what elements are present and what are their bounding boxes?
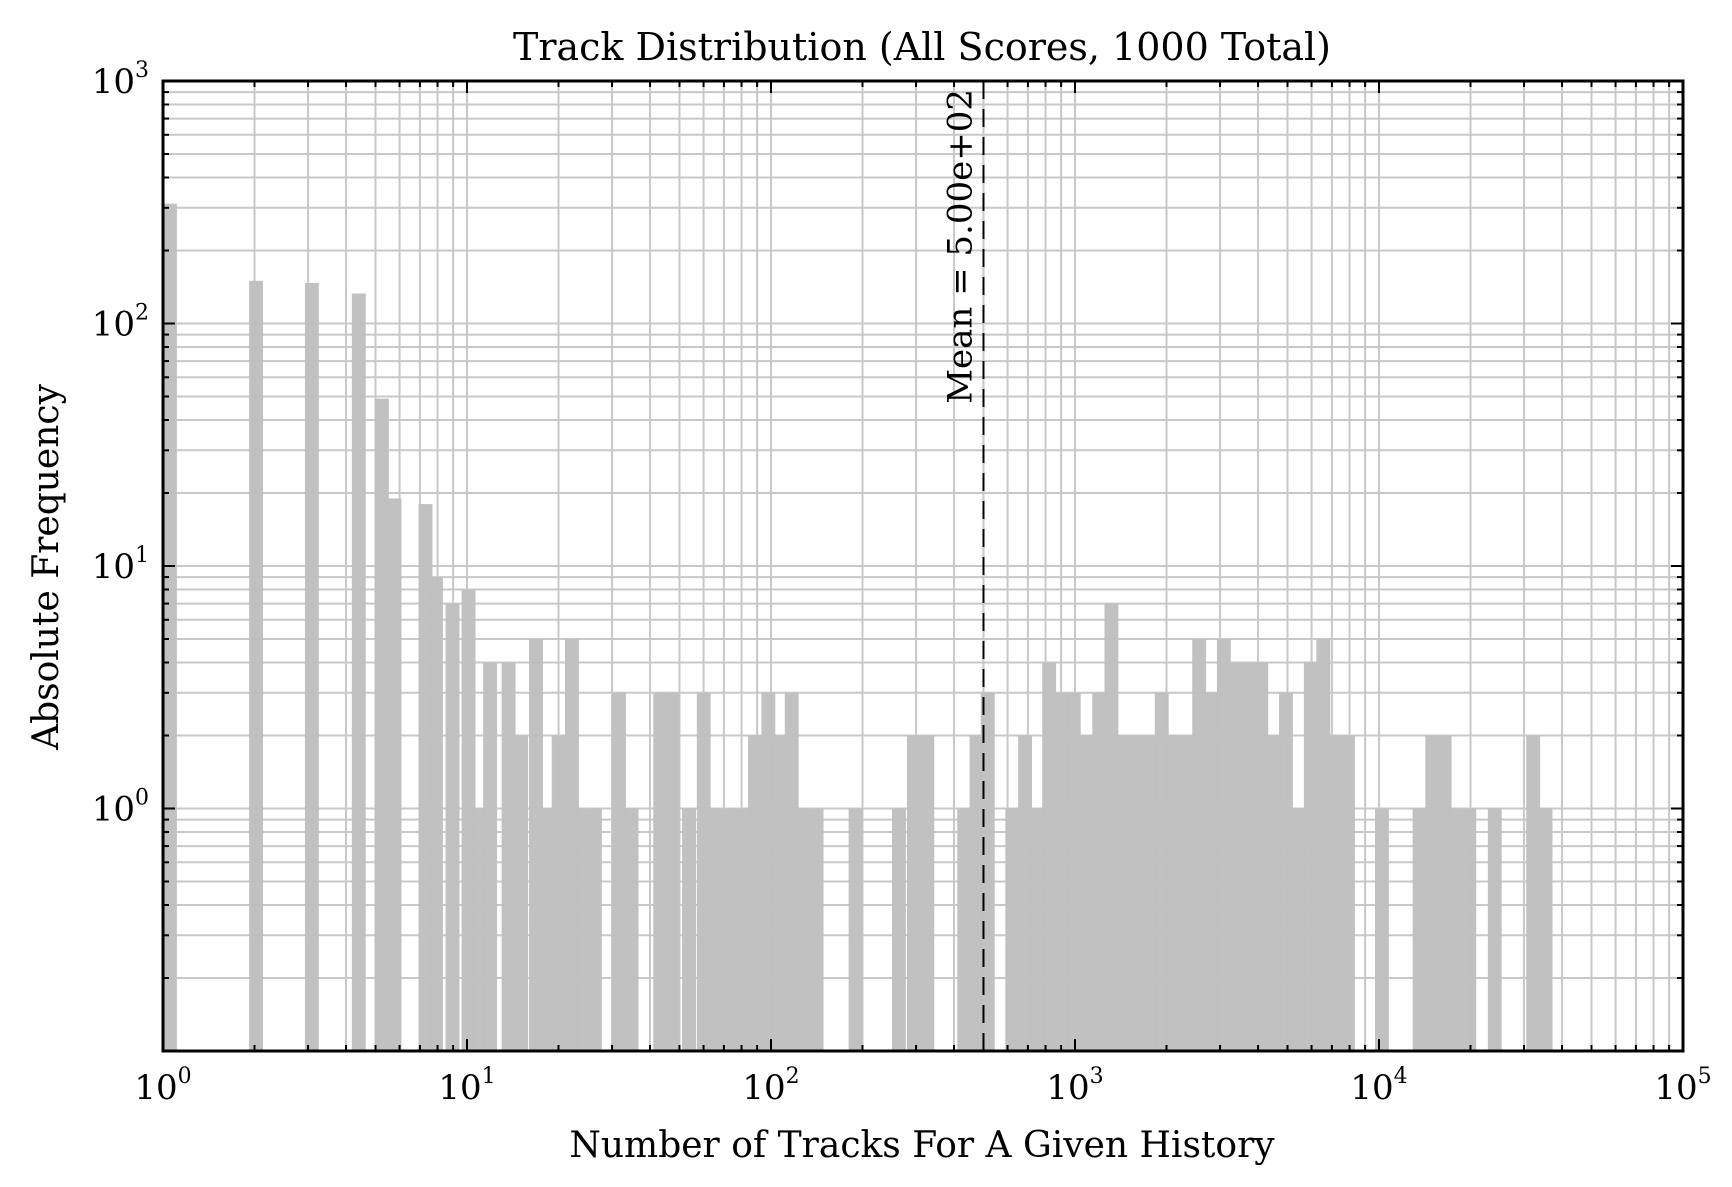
histogram-bar <box>1462 808 1477 1051</box>
histogram-bar <box>1241 662 1256 1051</box>
histogram-bar <box>163 203 177 1052</box>
histogram-bar <box>809 808 824 1051</box>
histogram-bar <box>501 662 516 1051</box>
histogram-bar <box>1526 735 1541 1051</box>
y-tick-label: 100 <box>92 786 149 830</box>
histogram-bar <box>1425 735 1440 1051</box>
histogram-bar <box>351 293 366 1052</box>
histogram-bar <box>483 662 498 1051</box>
histogram-bar <box>374 398 389 1051</box>
histogram-bar <box>709 808 724 1051</box>
histogram-bar <box>1437 735 1452 1051</box>
histogram-bar <box>1080 735 1095 1051</box>
histogram-bar <box>445 603 460 1051</box>
chart-title: Track Distribution (All Scores, 1000 Tot… <box>513 25 1331 69</box>
histogram-bar <box>1167 735 1182 1051</box>
histogram-bar <box>747 735 762 1051</box>
histogram-bar <box>1303 662 1318 1051</box>
histogram-bar <box>461 589 476 1051</box>
histogram-bar <box>723 808 738 1051</box>
histogram-bar <box>418 504 433 1051</box>
mean-line-group: Mean = 5.00e+02 <box>940 81 985 1051</box>
x-axis-label: Number of Tracks For A Given History <box>569 1125 1275 1166</box>
histogram-bar <box>736 808 751 1051</box>
histogram-bar <box>612 692 626 1051</box>
histogram-bar <box>1254 662 1269 1051</box>
histogram-bar <box>387 498 402 1052</box>
histogram-bar <box>1192 638 1207 1051</box>
histogram-bar <box>797 808 812 1051</box>
histogram-bar <box>653 692 668 1051</box>
histogram-bar <box>1374 808 1389 1051</box>
histogram-bar <box>1154 692 1169 1051</box>
histogram-bar <box>920 735 935 1051</box>
x-tick-label: 100 <box>134 1064 191 1108</box>
histogram-bar <box>1487 808 1502 1051</box>
histogram-bar <box>1142 735 1157 1051</box>
histogram-bar <box>1066 692 1081 1051</box>
histogram-bar <box>1279 692 1293 1051</box>
histogram-bar <box>575 808 590 1051</box>
histogram-bar <box>1005 808 1020 1051</box>
histogram-bar <box>906 735 921 1051</box>
histogram-bar <box>772 735 787 1051</box>
histogram-bar <box>1412 808 1427 1051</box>
x-tick-label: 102 <box>742 1064 799 1108</box>
x-tick-label: 105 <box>1654 1064 1711 1108</box>
histogram-bar <box>682 808 696 1051</box>
histogram-bar <box>1229 662 1244 1051</box>
histogram-bar <box>540 808 555 1051</box>
histogram-bar <box>514 735 529 1051</box>
histogram-bar <box>1179 735 1194 1051</box>
histogram-bar <box>1092 692 1107 1051</box>
x-tick-label: 101 <box>438 1064 495 1108</box>
y-tick-label: 101 <box>92 543 149 587</box>
histogram-bar <box>249 280 264 1052</box>
histogram-bar <box>624 808 639 1051</box>
x-tick-label: 104 <box>1350 1064 1407 1108</box>
histogram-bar <box>1055 692 1069 1051</box>
histogram-bar <box>564 638 579 1051</box>
y-axis-label: Absolute Frequency <box>26 383 67 750</box>
histogram-bar <box>1117 735 1132 1051</box>
histogram-bar <box>1104 603 1119 1051</box>
histogram-bar <box>1316 638 1331 1051</box>
y-tick-label: 103 <box>92 58 149 102</box>
histogram-bar <box>1341 735 1355 1051</box>
histogram-bar <box>848 808 863 1051</box>
histogram-bar <box>472 808 487 1051</box>
histogram-bar <box>784 692 799 1051</box>
histogram-bar <box>1266 735 1281 1051</box>
tick-labels: 100 101 102 103 104 105 100 101 102 103 <box>92 58 1712 1108</box>
histogram-bars <box>163 203 1553 1052</box>
histogram-bar <box>1216 638 1231 1051</box>
histogram-bar <box>1042 662 1057 1051</box>
histogram-bar <box>1291 808 1306 1051</box>
y-tick-label: 102 <box>92 301 149 345</box>
histogram-bar <box>1018 735 1033 1051</box>
histogram-bar <box>1204 692 1219 1051</box>
histogram-bar <box>891 808 906 1051</box>
histogram-bar <box>696 692 711 1051</box>
histogram-bar <box>761 692 776 1051</box>
histogram-bar <box>1449 808 1464 1051</box>
histogram-bar <box>587 808 602 1051</box>
x-tick-label: 103 <box>1046 1064 1103 1108</box>
plot-frame <box>161 79 1685 1053</box>
histogram-bar <box>1328 735 1343 1051</box>
histogram-bar <box>969 735 984 1051</box>
histogram-bar <box>665 692 680 1051</box>
histogram-bar <box>551 735 566 1051</box>
histogram-bar <box>1130 735 1145 1051</box>
histogram-bar <box>529 638 543 1051</box>
histogram-bar <box>304 282 319 1051</box>
histogram-bar <box>429 577 443 1051</box>
histogram-bar <box>1029 808 1044 1051</box>
mean-line-label: Mean = 5.00e+02 <box>940 89 980 404</box>
histogram-bar <box>957 808 972 1051</box>
histogram-bar <box>1538 808 1553 1051</box>
